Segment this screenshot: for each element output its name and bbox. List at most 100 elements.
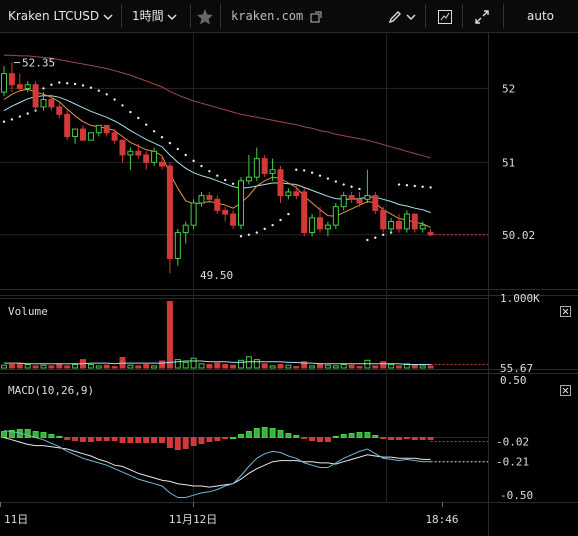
macd-histogram-bar [48,434,55,438]
drawing-tools-button[interactable] [388,0,416,32]
sar-dot [224,178,227,182]
toolbar-divider [503,4,504,28]
sar-dot [342,183,345,186]
volume-bar [159,360,165,369]
star-icon [197,8,213,24]
volume-bar [427,365,434,369]
sar-dot [334,180,337,183]
sar-dot [350,185,353,188]
candle-down [103,124,110,134]
candle-up [1,73,7,93]
toolbar-divider [462,4,463,28]
sar-dot [160,136,164,139]
macd-histogram-bar [135,437,142,443]
volume-bar [261,363,268,369]
candle-down [135,150,142,156]
chevron-down-icon [167,13,177,20]
macd-histogram-bar [261,427,268,438]
sar-dot [121,104,124,107]
chart-type-button[interactable] [437,0,453,32]
sar-dot [374,236,377,239]
sar-dot [295,168,298,171]
interval-label: 1時間 [132,9,164,23]
sar-dot [113,98,116,101]
site-label: kraken.com [231,9,304,23]
macd-histogram-bar [222,437,229,439]
chart-toolbar: Kraken LTCUSD 1時間 kraken.com auto [0,0,578,33]
macd-line [3,430,431,498]
candle-down [411,213,418,230]
sar-dot [34,109,37,112]
macd-histogram-bar [277,430,284,438]
volume-bar [87,364,94,369]
candle-up [127,150,134,156]
volume-bar [238,359,244,369]
sar-dot [184,153,187,157]
candle-down [396,220,402,230]
volume-bar [198,363,205,369]
candle-down [159,161,165,167]
volume-bar [64,365,71,369]
volume-bar [48,365,55,369]
macd-histogram-bar [151,437,158,443]
macd-histogram-bar [293,435,300,438]
macd-histogram-bar [253,428,260,438]
macd-histogram-bar [403,437,410,439]
macd-histogram-bar [190,437,197,446]
macd-histogram-bar [214,437,221,441]
macd-tick-label: 0.50 [500,374,527,387]
volume-bar [309,365,316,369]
toolbar-divider [190,4,191,28]
volume-bar [372,365,379,369]
candle-up [238,180,244,226]
macd-histogram-bar [206,437,213,442]
sar-dot [129,110,132,114]
sar-dot [137,116,140,120]
close-volume-icon-glyph [562,308,569,315]
macd-tick-label: -0.50 [500,489,533,502]
volume-bar [190,357,197,369]
volume-bar [166,301,173,369]
chart-area[interactable]: 52 51 50.02 52.35 49.50 Volume 1.000K 55.67 MACD… [0,33,578,536]
favorite-button[interactable] [196,0,214,32]
macd-histogram-bar [182,437,189,449]
candle-up [182,224,189,234]
price-tick-label: 52 [502,82,515,95]
last-price-label: 50.02 [502,229,535,242]
volume-bar [356,366,363,369]
site-link[interactable]: kraken.com [231,0,322,32]
fullscreen-button[interactable] [474,0,490,32]
interval-selector[interactable]: 1時間 [132,0,177,32]
macd-histogram-bar [56,436,63,438]
candle-down [261,158,268,174]
chart-background [0,33,578,536]
macd-histogram-bar [127,437,134,443]
volume-bar [324,364,331,369]
volume-bar [40,364,47,369]
volume-bar [182,361,189,369]
candle-up [245,176,252,182]
scale-mode-button[interactable]: auto [527,0,554,32]
candle-down [230,213,237,226]
macd-histogram-bar [40,432,47,438]
sar-dot [405,184,409,187]
macd-signal-line [3,437,431,488]
volume-bar [32,365,39,369]
volume-bar [206,364,213,369]
sar-dot [176,147,179,151]
macd-histogram-bar [340,434,347,438]
candle-down [277,169,284,197]
macd-histogram-bar [174,437,181,450]
toolbar-divider [121,4,122,28]
candle-down [143,154,150,163]
sar-dot [200,164,203,168]
candle-down [317,217,323,230]
macd-histogram-bar [8,430,15,438]
sar-dot [271,223,274,227]
volume-bar [293,366,300,369]
volume-bar [135,365,142,369]
close-volume-icon [560,306,571,317]
symbol-selector[interactable]: Kraken LTCUSD [8,0,113,32]
volume-bar [16,363,23,369]
volume-bar [143,364,150,369]
